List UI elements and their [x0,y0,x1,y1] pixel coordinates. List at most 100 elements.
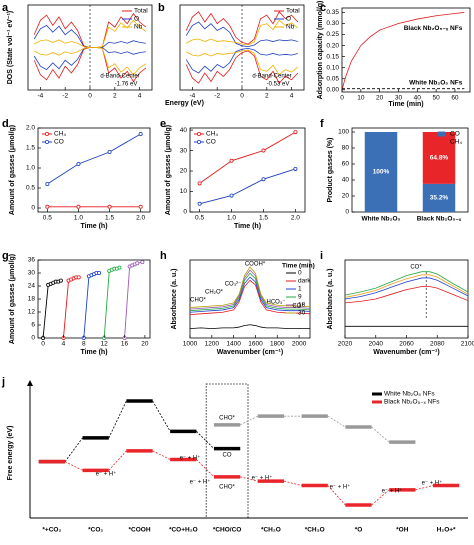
x-tick-label: -2 [214,93,220,100]
annotation: e⁻ + H⁺ [330,484,351,491]
data-point [45,204,50,209]
x-tick-label: *COOH [128,527,150,534]
legend-marker [45,131,50,136]
legend-label: 0 [298,270,302,277]
connector [64,461,83,471]
y-tick-label: 0.05 [326,75,339,82]
annotation: CO* [292,304,304,310]
y-axis-label: Amount of gasses (μmol/g) [165,125,172,215]
highlight-box [205,383,249,519]
y-tick-label: 2.0 [26,125,35,132]
x-axis-label: Wavenumber (cm⁻¹) [217,349,283,356]
y-tick-label: 0.20 [326,42,339,49]
x-tick-label: 20 [141,341,149,348]
panel-letter: b [158,2,165,14]
x-tick-label: H₂O+* [437,527,456,534]
connector [108,450,127,471]
x-axis-label: Time (h) [234,223,261,230]
bar-segment [422,183,456,212]
connector [240,415,258,426]
x-tick-label: 0 [240,93,244,100]
legend-label: 30 [298,310,306,317]
data-line [83,272,100,339]
legend-label: 9 [298,294,302,301]
y-axis-label: Absorbance (a. u.) [327,268,334,329]
y-tick-label: 12 [28,309,36,316]
annotation: e⁻ + H⁺ [422,480,443,487]
panel-letter: d [2,118,9,130]
x-tick-label: *CO+H₂O [169,527,198,534]
data-point [58,278,63,283]
annotation: e⁻ + H⁺ [382,488,403,495]
annotation: e⁻ + H⁺ [96,471,117,478]
x-tick-label: 1.0 [227,215,236,222]
connector [64,437,83,462]
y-tick-label: 0 [31,335,35,342]
x-tick-label: *O [355,527,363,534]
data-point [197,181,202,186]
panel-letter: c [320,2,326,14]
panel-letter: i [320,250,323,262]
x-tick-label: 1600 [248,341,263,348]
data-point [293,166,298,171]
x-tick-label: 50 [433,95,441,102]
legend-label: Black Nb₂O₅₋ₓ NFs [384,399,440,406]
y-axis-label: Amount of gasses (μmol/g) [9,125,16,215]
data-point [97,270,102,275]
y-tick-label: 0.15 [326,53,339,60]
annotation: -0.53 eV [267,82,290,88]
y-axis-label: DOS (State vol⁻¹ eV⁻¹) [7,11,14,85]
x-tick-label: 10 [357,95,365,102]
x-tick-label: -4 [190,93,196,100]
x-tick-label: *+CO₂ [42,527,61,534]
panel-letter: a [2,2,9,14]
x-tick-label: 2000 [292,341,307,348]
x-tick-label: 2060 [399,341,414,348]
data-line [344,274,469,298]
y-tick-label: 0.25 [326,31,339,38]
annotation: e⁻ + H⁺ [252,475,273,482]
x-tick-label: 0 [340,95,344,102]
x-tick-label: White Nb₂O₅ [361,216,400,223]
connector [327,415,346,428]
y-tick-label: 10 [180,188,188,195]
y-tick-label: 0.00 [326,87,339,94]
x-tick-label: 2100 [461,341,474,348]
panel-letter: g [2,250,9,262]
legend-label: CO [54,139,64,146]
data-point [76,275,81,280]
y-tick-label: 40 [342,177,350,184]
legend-label: CO [450,131,460,138]
x-tick-label: 1000 [183,341,198,348]
x-tick-label: 2040 [369,341,384,348]
y-tick-label: 80 [342,145,350,152]
x-tick-label: 16 [121,341,129,348]
data-line [344,277,469,300]
data-point [229,158,234,163]
x-tick-label: 1.0 [74,215,83,222]
legend-swatch [438,131,445,137]
annotation: CO* [410,265,422,271]
series-label: Black Nb₂O₅₋ₓ NFs [404,25,463,32]
annotation: e⁻ + H⁺ [190,479,211,486]
y-tick-label: 24 [28,283,36,290]
y-axis-label: Product gasses (%) [327,138,334,203]
data-point [107,204,112,209]
legend-label: Nb [286,24,295,31]
connector [371,489,390,506]
y-tick-label: 100 [338,129,349,136]
connector [415,485,434,491]
bar-segment [364,132,398,212]
data-point [293,130,298,135]
x-tick-label: 0.5 [195,215,204,222]
x-tick-label: 1200 [205,341,220,348]
x-tick-label: 1800 [270,341,285,348]
x-axis-label: Wavenumber (cm⁻¹) [373,349,439,356]
legend-label: CH₄ [206,131,218,138]
data-line [185,21,298,48]
x-tick-label: 4 [290,93,294,100]
x-tick-label: 60 [451,95,459,102]
data-point [138,204,143,209]
y-axis-label: Amount of gasses (μmol/g) [9,254,16,344]
annotation: d-Band-Center [100,74,139,80]
